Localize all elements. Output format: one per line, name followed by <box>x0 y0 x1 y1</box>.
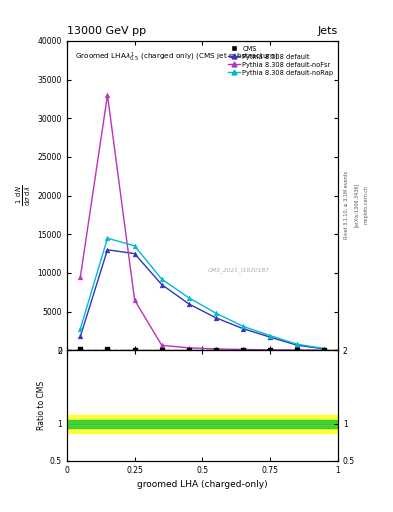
Point <box>77 345 84 353</box>
Y-axis label: Ratio to CMS: Ratio to CMS <box>37 381 46 430</box>
Legend: CMS, Pythia 8.308 default, Pythia 8.308 default-noFsr, Pythia 8.308 default-noRa: CMS, Pythia 8.308 default, Pythia 8.308 … <box>226 45 335 77</box>
Text: mcplots.cern.ch: mcplots.cern.ch <box>364 185 369 224</box>
Text: [arXiv:1306.3436]: [arXiv:1306.3436] <box>354 183 359 227</box>
Text: Jets: Jets <box>318 26 338 36</box>
Point <box>186 346 192 354</box>
Bar <box>67 420 338 428</box>
Text: 13000 GeV pp: 13000 GeV pp <box>67 26 146 36</box>
Point <box>321 346 328 354</box>
Point <box>132 346 138 354</box>
Bar <box>67 415 338 433</box>
Point <box>158 346 165 354</box>
Point <box>240 346 246 354</box>
Text: Groomed LHA$\lambda^{1}_{0.5}$ (charged only) (CMS jet substructure): Groomed LHA$\lambda^{1}_{0.5}$ (charged … <box>75 50 278 63</box>
Point <box>294 346 301 354</box>
Point <box>105 345 111 353</box>
Text: CMS_2021_I1920187: CMS_2021_I1920187 <box>208 267 270 273</box>
Point <box>267 346 274 354</box>
X-axis label: groomed LHA (charged-only): groomed LHA (charged-only) <box>137 480 268 489</box>
Y-axis label: $\frac{1}{\mathrm{d}\sigma}\frac{\mathrm{d}N}{\mathrm{d}\lambda}$: $\frac{1}{\mathrm{d}\sigma}\frac{\mathrm… <box>15 185 33 206</box>
Text: Rivet 3.1.10, ≥ 3.1M events: Rivet 3.1.10, ≥ 3.1M events <box>344 170 349 239</box>
Point <box>213 346 219 354</box>
